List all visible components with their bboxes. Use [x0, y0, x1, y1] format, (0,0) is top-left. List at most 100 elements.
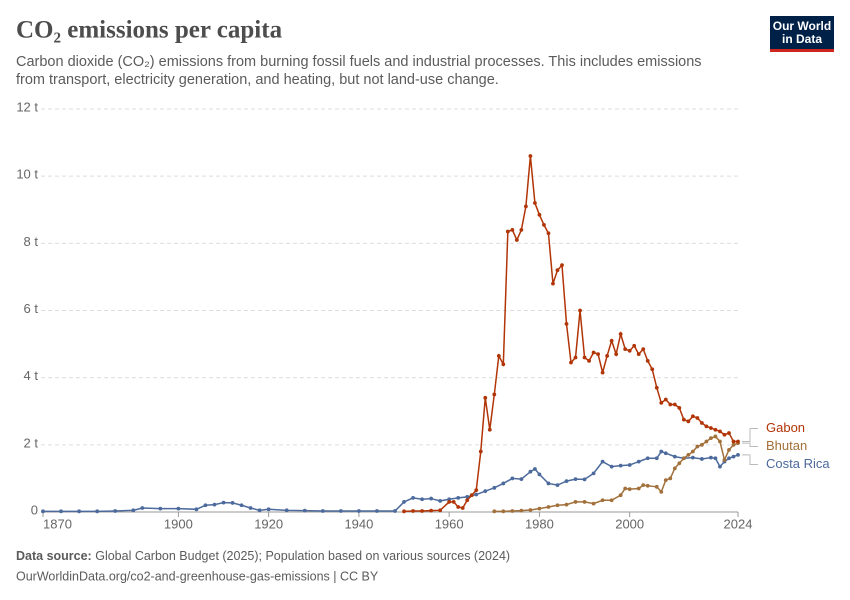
url[interactable]: OurWorldinData.org/co2-and-greenhouse-ga…	[16, 569, 379, 583]
point	[131, 508, 136, 513]
point	[718, 439, 722, 444]
point	[709, 436, 713, 441]
point	[636, 459, 641, 464]
point	[618, 493, 623, 498]
point	[451, 500, 456, 504]
logo-text: Our World	[773, 19, 831, 33]
point	[591, 471, 596, 476]
point	[736, 439, 740, 444]
point	[375, 509, 379, 513]
point	[699, 442, 704, 447]
point	[492, 509, 497, 514]
series	[492, 434, 740, 514]
legend-connector	[742, 454, 758, 466]
point	[456, 495, 461, 500]
point	[411, 495, 415, 500]
point	[731, 439, 736, 444]
point	[650, 367, 655, 372]
point	[609, 464, 614, 469]
point	[645, 456, 650, 461]
point	[718, 429, 722, 434]
point	[731, 442, 736, 447]
point	[501, 362, 506, 367]
point	[447, 500, 452, 504]
point	[266, 507, 271, 512]
point	[393, 509, 397, 513]
source: Data source: Global Carbon Budget (2025)…	[16, 549, 510, 563]
point	[158, 506, 163, 511]
point	[632, 343, 637, 348]
point	[438, 499, 443, 503]
point	[654, 484, 659, 489]
point	[686, 453, 691, 457]
x-tick-label: 1900	[164, 516, 193, 531]
point	[636, 486, 641, 491]
point	[496, 353, 501, 358]
logo[interactable]: Our World in Data	[770, 16, 834, 52]
point	[677, 405, 682, 410]
point	[709, 426, 713, 430]
point	[338, 509, 343, 513]
point	[533, 467, 537, 471]
y-tick-label: 6 t	[24, 301, 39, 316]
point	[77, 509, 82, 514]
point	[614, 352, 619, 357]
point	[523, 204, 528, 209]
point	[429, 496, 434, 501]
point	[492, 485, 497, 490]
point	[420, 509, 424, 513]
point	[699, 457, 704, 461]
point	[722, 458, 727, 462]
point	[704, 439, 709, 444]
line	[404, 155, 738, 513]
point	[203, 503, 208, 508]
point	[659, 489, 664, 494]
point	[302, 508, 307, 513]
point	[600, 370, 605, 375]
point	[510, 228, 515, 232]
point	[668, 476, 673, 481]
x-tick-label: 1920	[254, 516, 283, 531]
point	[600, 498, 605, 503]
point	[519, 477, 524, 481]
legend-connector	[742, 428, 758, 442]
point	[402, 509, 406, 514]
point	[654, 456, 659, 461]
point	[113, 509, 118, 513]
point	[668, 402, 673, 407]
point	[578, 308, 582, 313]
point	[519, 228, 524, 232]
point	[95, 509, 100, 514]
point	[555, 483, 560, 488]
point	[573, 477, 578, 481]
point	[465, 494, 470, 499]
point	[528, 469, 533, 474]
point	[447, 497, 452, 502]
point	[469, 493, 474, 498]
point	[736, 453, 740, 457]
series	[402, 154, 740, 514]
source-text: Global Carbon Budget (2025); Population …	[95, 549, 510, 563]
y-tick-label: 2 t	[24, 435, 39, 450]
point	[357, 509, 361, 513]
point	[537, 472, 542, 477]
point	[690, 414, 695, 419]
point	[727, 456, 731, 461]
chart-title: CO₂ emissions per capita	[16, 17, 283, 44]
x-tick-label: 1960	[435, 516, 464, 531]
point	[677, 461, 682, 466]
point	[672, 402, 677, 407]
point	[528, 508, 533, 512]
point	[627, 487, 632, 492]
point	[284, 508, 289, 513]
x-tick-label: 1940	[344, 516, 373, 531]
point	[546, 231, 551, 236]
point	[420, 497, 424, 502]
y-tick-label: 12 t	[16, 99, 38, 114]
point	[411, 509, 415, 513]
point	[605, 353, 610, 358]
point	[59, 509, 63, 514]
logo-text: in Data	[782, 32, 822, 46]
point	[140, 506, 145, 510]
point	[176, 506, 181, 511]
